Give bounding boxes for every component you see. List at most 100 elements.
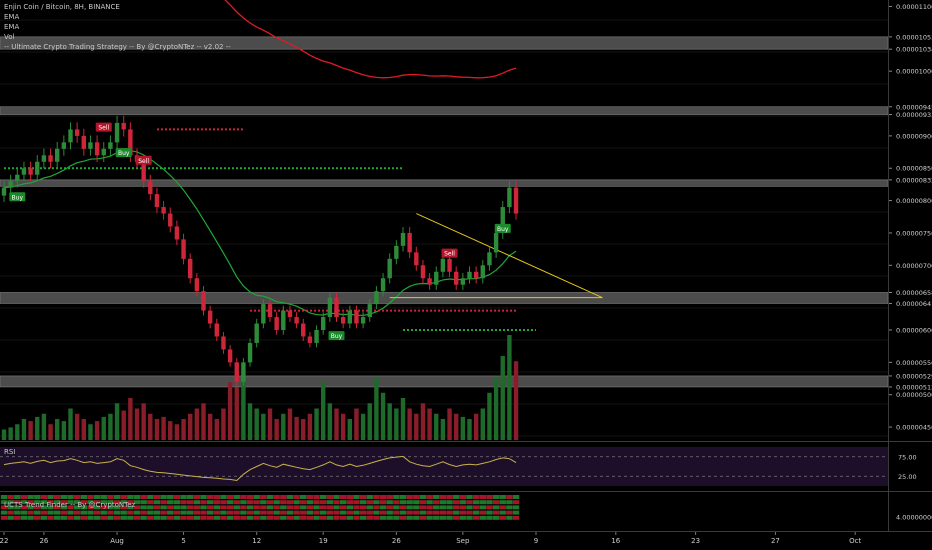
price-tick-label: 0.00000550	[896, 359, 932, 367]
trend-cell	[446, 515, 453, 520]
trend-cell	[280, 515, 287, 520]
trend-cell	[226, 500, 234, 505]
candle-body	[513, 187, 519, 214]
trend-cell	[479, 515, 486, 520]
trend-cell	[14, 495, 21, 499]
trend-cell	[7, 495, 14, 499]
candle-body	[234, 362, 239, 382]
buy-signal-label: Buy	[9, 192, 26, 202]
trend-cell	[160, 510, 167, 515]
trend-cell	[220, 515, 227, 520]
price-tick-label: 0.00000750	[896, 229, 932, 237]
volume-bar	[427, 408, 432, 440]
trend-cell	[160, 515, 167, 520]
volume-bar	[480, 408, 485, 440]
trend-cell	[200, 495, 207, 499]
volume-legend: Vol	[4, 33, 15, 41]
trend-cell	[386, 515, 393, 520]
volume-bar	[247, 403, 253, 440]
price-axis[interactable]: 0.00001100 0.00001053 0.00001034 0.00001000…	[888, 3, 932, 522]
candle-body	[148, 181, 153, 195]
trend-cell	[326, 510, 334, 515]
trend-cell	[260, 495, 267, 499]
price-tick-label: 0.00000658	[896, 289, 932, 297]
trend-cell	[286, 505, 294, 510]
trend-cell	[253, 500, 260, 505]
trend-cell	[273, 495, 280, 499]
trend-cell	[73, 495, 81, 499]
trend-cell	[293, 500, 300, 505]
trend-cell	[419, 515, 427, 520]
trend-cell	[193, 495, 201, 499]
trend-cell	[133, 505, 141, 510]
trend-cell	[127, 505, 134, 510]
trend-cell	[413, 505, 420, 510]
trend-cell	[173, 500, 181, 505]
time-tick-label: 16	[611, 537, 620, 545]
triangle-pattern	[389, 213, 603, 299]
volume-bar	[374, 377, 379, 440]
candle-body	[360, 317, 366, 324]
trend-cell	[173, 515, 181, 520]
trend-cell	[27, 515, 34, 520]
price-tick-label: 0.00000933	[896, 111, 932, 119]
trend-cell	[120, 495, 127, 499]
trend-cell	[160, 500, 167, 505]
rsi-tick-label: 75.00	[898, 453, 917, 461]
trend-cell	[133, 510, 141, 515]
trend-cell	[486, 500, 493, 505]
candle-body	[201, 291, 206, 311]
candles[interactable]	[1, 115, 519, 386]
trend-cell	[293, 505, 300, 510]
volume-bar	[148, 413, 153, 440]
candle-body	[141, 161, 146, 182]
trend-cell	[246, 495, 254, 499]
trend-cell	[80, 495, 87, 499]
signal-text: Buy	[12, 194, 24, 201]
trend-cell	[100, 500, 107, 505]
trend-cell	[359, 495, 367, 499]
trend-cell	[399, 510, 407, 515]
signal-level-lines	[4, 128, 536, 331]
volume-bar	[234, 387, 239, 440]
trend-cell	[273, 505, 280, 510]
candle-body	[321, 317, 326, 330]
candle-body	[347, 310, 352, 324]
price-tick-label: 0.00000800	[896, 197, 932, 205]
trend-cell	[306, 500, 314, 505]
trend-cell	[7, 505, 14, 510]
trend-cell	[213, 505, 220, 510]
trend-cell	[366, 515, 373, 520]
trend-cell	[266, 510, 274, 515]
candle-body	[247, 342, 253, 363]
trend-cell	[506, 500, 513, 505]
trend-cell	[353, 505, 360, 510]
candle-body	[301, 323, 306, 337]
time-tick-label: 12	[252, 537, 261, 545]
trend-cell	[472, 500, 480, 505]
trend-cell	[93, 510, 101, 515]
trend-cell	[180, 495, 187, 499]
volume-bar	[194, 408, 200, 440]
volume-bars	[1, 335, 519, 440]
trend-cell	[300, 515, 307, 520]
volume-bar	[134, 408, 140, 440]
trend-cell	[280, 510, 287, 515]
candle-body	[427, 278, 432, 285]
trend-cell	[60, 510, 68, 515]
volume-bar	[21, 419, 27, 440]
trend-cell	[233, 495, 240, 499]
volume-bar	[241, 377, 246, 440]
trend-cell	[147, 495, 154, 499]
price-tick-label: 0.00001053	[896, 33, 932, 41]
trend-cell	[472, 510, 480, 515]
trend-cell	[459, 505, 467, 510]
trend-cell	[240, 505, 247, 510]
trend-cell	[113, 500, 121, 505]
trend-cell	[379, 505, 387, 510]
trend-cell	[80, 510, 87, 515]
volume-bar	[8, 427, 13, 440]
price-tick-label: 0.00000900	[896, 132, 932, 140]
trend-cell	[346, 500, 353, 505]
